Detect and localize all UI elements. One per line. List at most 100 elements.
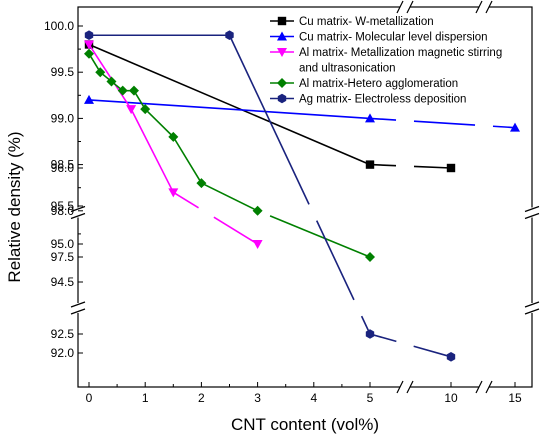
y-tick-label-8: 98.5	[51, 158, 75, 172]
y-break-2-gap-1	[529, 303, 535, 313]
legend-label-0: Cu matrix- W-metallization	[299, 16, 434, 28]
y-break-1-slash-a-0	[70, 205, 86, 213]
legend-marker-2	[277, 48, 287, 57]
x-break-1-slash-b-1	[406, 380, 414, 394]
series-0-line-0-0	[88, 43, 371, 166]
series-4-point-2	[365, 329, 375, 339]
x-axis-title: CNT content (vol%)	[231, 415, 379, 434]
series-2-point-2	[168, 188, 179, 198]
x-break-2-gap-0	[479, 4, 489, 10]
series-1-line-1-2	[492, 125, 516, 129]
legend-label-2-line1: and ultrasonication	[299, 63, 396, 75]
y-tick-label-3: 95.0	[51, 237, 75, 251]
series-4-point-1	[225, 30, 234, 40]
series-1-line-1-1	[413, 120, 476, 126]
x-break-2-slash-a-0	[475, 0, 483, 14]
series-2	[84, 40, 263, 249]
series-2-line-0-0	[88, 44, 132, 110]
series-3-point-4	[128, 85, 139, 96]
y-break-1-gap-1	[529, 207, 535, 218]
legend-label-4: Ag matrix- Electroless deposition	[299, 94, 466, 106]
y-tick-label-11: 100.0	[44, 19, 74, 33]
series-3	[84, 48, 375, 262]
series-4-line-1-0	[228, 34, 310, 205]
y-tick-label-5: 96.0	[51, 161, 75, 175]
chart-legend: Cu matrix- W-metallization Cu matrix- Mol…	[270, 16, 502, 106]
x-break-1-slash-a-1	[396, 380, 404, 394]
y-tick-label-9: 99.0	[51, 111, 75, 125]
series-2-line-2-1	[213, 216, 259, 245]
series-3-line-5-0	[144, 108, 174, 138]
y-tick-label-10: 99.5	[51, 65, 75, 79]
x-break-2-slash-a-1	[475, 380, 483, 394]
series-3-line-7-0	[201, 182, 258, 212]
series-3-point-5	[140, 104, 151, 115]
series-3-line-6-0	[172, 136, 203, 184]
y-break-1-slash-b-1	[524, 212, 540, 220]
y-break-2-slash-b-0	[70, 308, 86, 315]
series-2-point-3	[252, 240, 263, 249]
x-break-2-gap-1	[479, 384, 489, 390]
x-break-1-slash-a-0	[396, 0, 404, 14]
series-0	[84, 40, 456, 173]
legend-marker-0	[277, 16, 287, 26]
series-3-point-0	[84, 48, 94, 59]
series-1-point-0	[84, 94, 94, 104]
y-break-1-slash-b-0	[70, 212, 86, 220]
x-tick-label-0: 0	[86, 391, 93, 405]
y-tick-label-1: 92.5	[51, 327, 75, 341]
legend-label-2: Al matrix- Metallization magnetic stirri…	[299, 47, 502, 59]
x-break-2-slash-b-0	[485, 0, 493, 14]
x-tick-label-6: 10	[444, 391, 458, 405]
chart-frame	[70, 0, 540, 394]
series-3-point-9	[365, 252, 375, 262]
series-4-line-2-0	[369, 333, 397, 343]
y-break-2-gap-0	[75, 303, 81, 313]
x-tick-label-3: 3	[254, 391, 261, 405]
x-tick-label-1: 1	[142, 391, 149, 405]
chart-ticks: 0 1 2 3 4 5 10 15 92.0 92.5 94.5 95.0 95.5 96.0 97.5 98…	[44, 19, 522, 405]
series-0-point-2	[446, 163, 456, 173]
series-0-point-1	[365, 160, 375, 169]
x-break-1-slash-b-0	[406, 0, 414, 14]
y-tick-label-4: 95.5	[51, 199, 75, 213]
legend-label-3: Al matrix-Hetero agglomeration	[299, 78, 458, 90]
y-tick-label-7: 98.0	[51, 204, 75, 218]
x-break-1-gap-1	[400, 384, 410, 390]
legend-marker-3	[277, 78, 287, 88]
x-break-1-gap-0	[400, 4, 410, 10]
x-tick-label-4: 4	[310, 391, 317, 405]
y-tick-label-6: 97.5	[51, 250, 75, 264]
series-4-point-0	[84, 30, 94, 40]
series-0-line-1-0	[369, 163, 397, 167]
x-tick-label-7: 15	[508, 391, 522, 405]
y-break-1-slash-a-1	[524, 205, 540, 213]
x-tick-label-5: 5	[367, 391, 374, 405]
series-1-line-1-0	[369, 117, 397, 121]
series-4-line-2-1	[413, 345, 452, 358]
legend-label-1: Cu matrix- Molecular level dispersion	[299, 32, 488, 44]
series-2-line-1-0	[130, 108, 175, 193]
legend-marker-1	[277, 31, 287, 41]
y-break-1-gap-0	[75, 207, 81, 218]
series-4	[84, 30, 456, 362]
series-3-point-8	[252, 205, 263, 216]
series-1-point-1	[365, 113, 375, 123]
series-1-line-0-0	[88, 99, 371, 120]
y-tick-label-2: 94.5	[51, 275, 75, 289]
series-1-point-2	[510, 122, 520, 132]
y-break-2-slash-b-1	[524, 308, 540, 315]
series-4-line-1-1	[315, 220, 355, 301]
plot-frame	[77, 6, 533, 388]
chart-marks	[84, 30, 520, 362]
series-4-point-3	[446, 352, 456, 362]
series-2-point-1	[126, 105, 137, 115]
series-3-point-1	[95, 67, 106, 78]
y-axis-title: Relative density (%)	[5, 131, 24, 282]
series-3-point-7	[196, 178, 207, 189]
y-tick-label-0: 92.0	[51, 346, 75, 360]
x-tick-label-2: 2	[198, 391, 205, 405]
series-2-point-0	[84, 40, 94, 50]
series-2-line-2-0	[172, 191, 199, 209]
